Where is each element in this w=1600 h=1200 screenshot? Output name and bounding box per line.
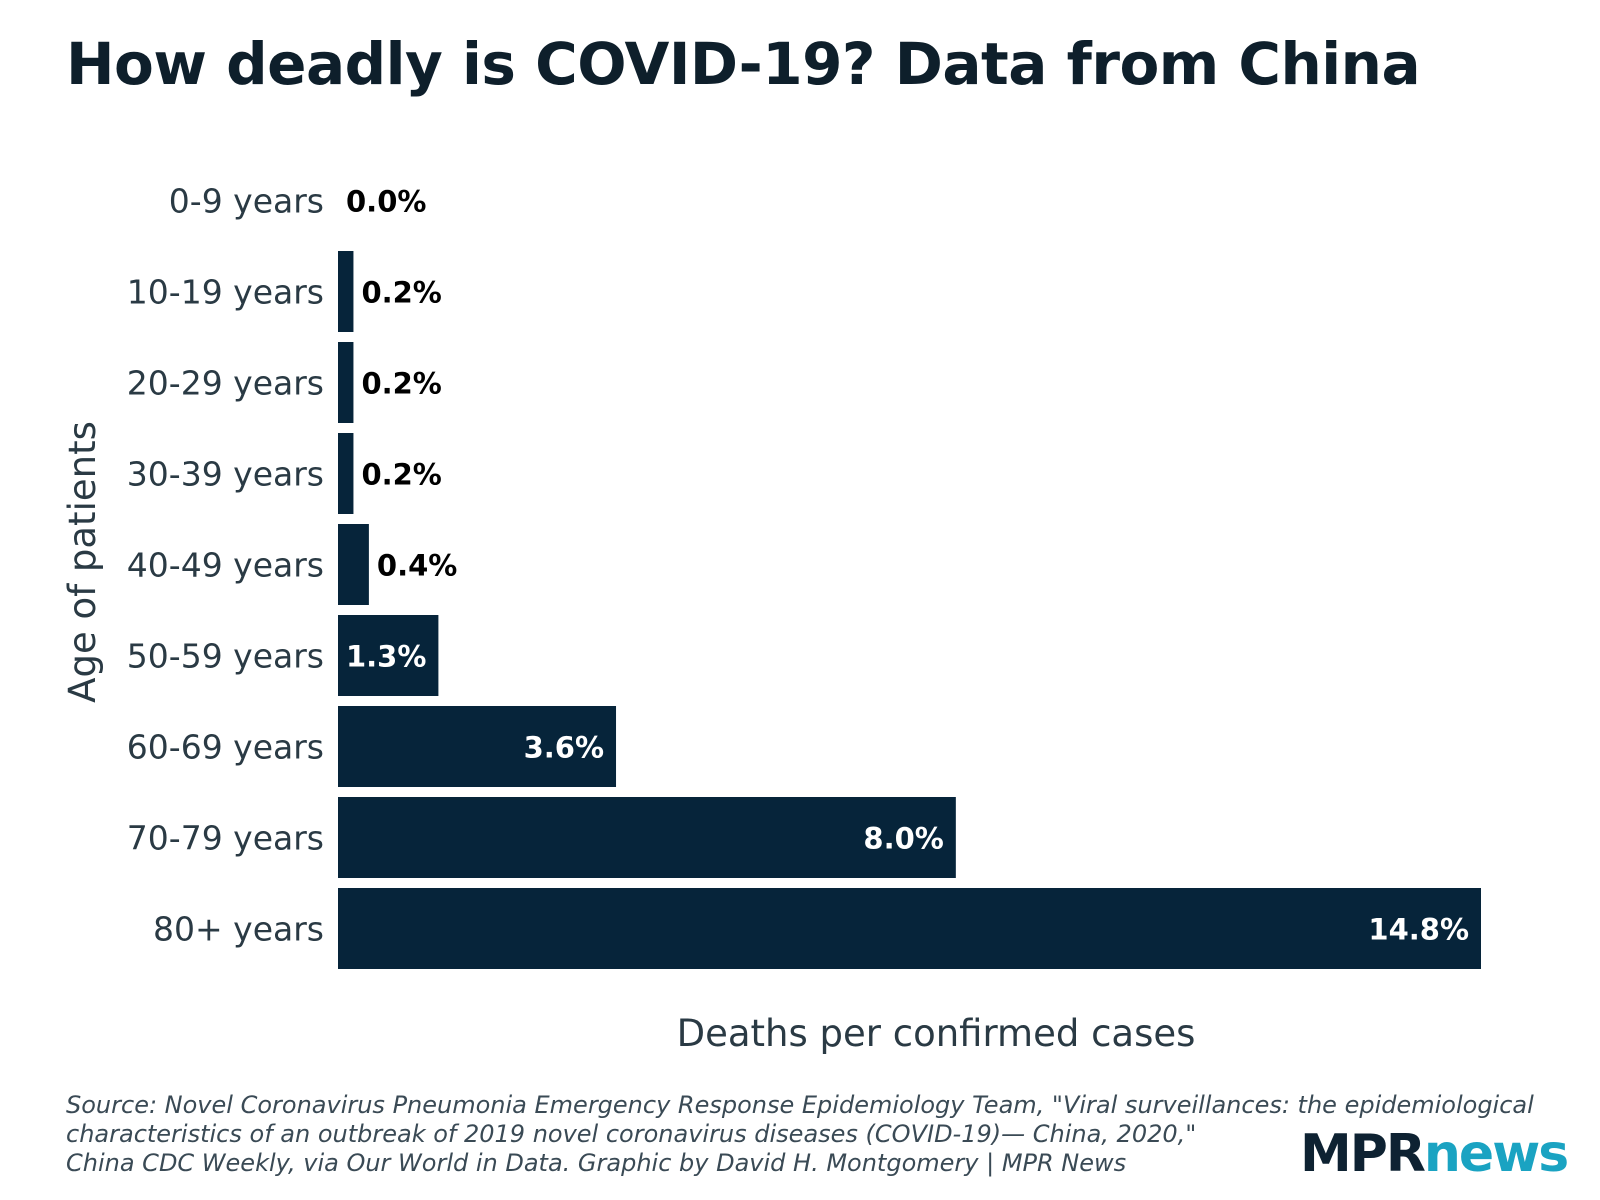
source-line-2: characteristics of an outbreak of 2019 n…	[66, 1120, 1197, 1148]
value-label-0-9-years: 0.0%	[346, 185, 426, 219]
category-label-20-29-years: 20-29 years	[127, 364, 324, 403]
bar-80-years	[338, 888, 1481, 969]
bar-70-79-years	[338, 797, 956, 878]
source-line-1: Source: Novel Coronavirus Pneumonia Emer…	[66, 1091, 1534, 1119]
y-axis-title: Age of patients	[61, 421, 104, 703]
bar-60-69-years	[338, 706, 617, 787]
bar-10-19-years	[338, 251, 354, 332]
bar-40-49-years	[338, 524, 369, 605]
x-axis-title: Deaths per confirmed cases	[677, 1012, 1196, 1055]
category-label-0-9-years: 0-9 years	[169, 182, 324, 221]
value-label-40-49-years: 0.4%	[377, 549, 457, 583]
value-label-20-29-years: 0.2%	[361, 367, 441, 401]
logo-mpr-text: MPR	[1300, 1124, 1426, 1184]
source-line-3: China CDC Weekly, via Our World in Data.…	[66, 1149, 1127, 1177]
chart-title: How deadly is COVID-19? Data from China	[66, 30, 1421, 98]
logo-news-text: news	[1423, 1124, 1569, 1184]
value-label-50-59-years: 1.3%	[346, 640, 426, 674]
value-label-60-69-years: 3.6%	[524, 731, 604, 765]
value-label-30-39-years: 0.2%	[361, 458, 441, 492]
value-label-70-79-years: 8.0%	[863, 822, 943, 856]
bar-30-39-years	[338, 433, 354, 514]
value-label-10-19-years: 0.2%	[361, 276, 441, 310]
value-label-80-years: 14.8%	[1368, 913, 1469, 947]
category-label-70-79-years: 70-79 years	[127, 819, 324, 858]
source-note: Source: Novel Coronavirus Pneumonia Emer…	[66, 1091, 1596, 1178]
category-label-10-19-years: 10-19 years	[127, 273, 324, 312]
bar-20-29-years	[338, 342, 354, 423]
bar-chart: 0-9 years 0.0% 10-19 years 0.2% 20-29 years 0…	[61, 182, 1481, 1055]
category-label-30-39-years: 30-39 years	[127, 455, 324, 494]
mpr-news-logo: MPRnews	[1300, 1128, 1569, 1180]
category-label-40-49-years: 40-49 years	[127, 546, 324, 585]
bar-50-59-years	[338, 615, 439, 696]
bars-group: 0-9 years 0.0% 10-19 years 0.2% 20-29 years 0…	[127, 182, 1481, 969]
category-label-80-years: 80+ years	[153, 910, 324, 949]
category-label-60-69-years: 60-69 years	[127, 728, 324, 767]
category-label-50-59-years: 50-59 years	[127, 637, 324, 676]
